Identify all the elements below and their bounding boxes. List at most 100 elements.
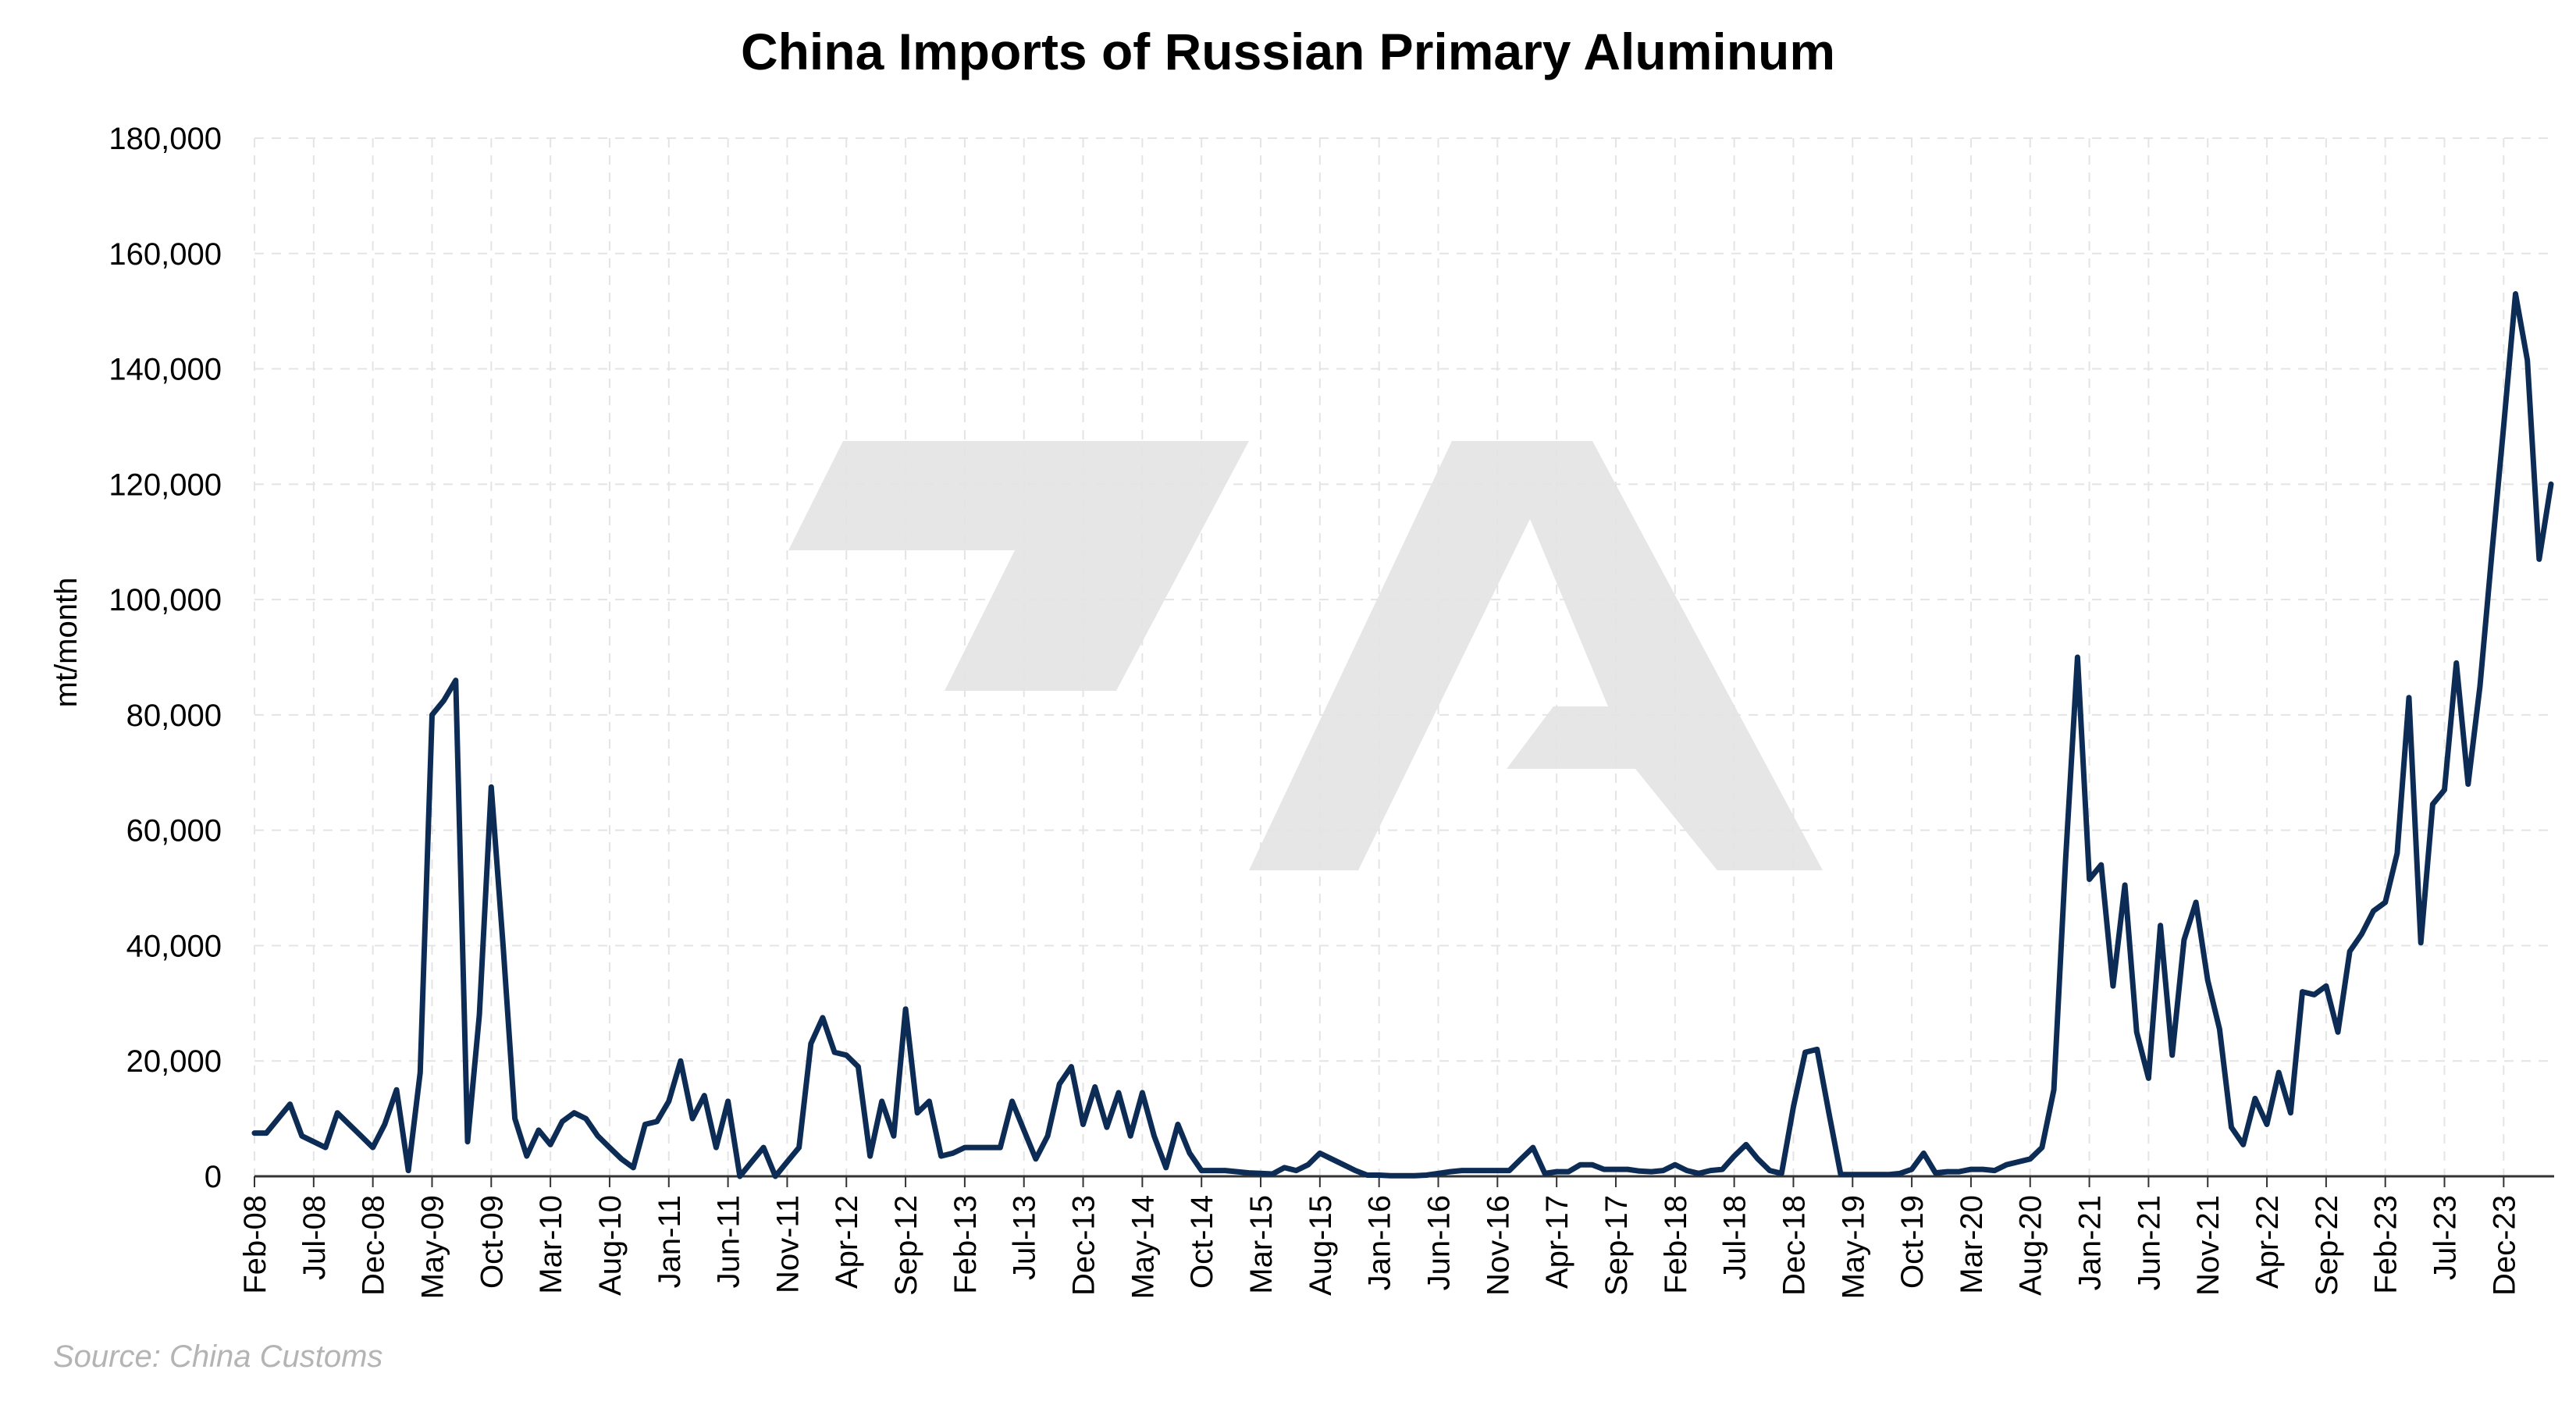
data-point — [2513, 291, 2518, 297]
data-point — [1933, 1170, 1938, 1176]
y-tick-labels: 0 20,000 40,000 60,000 80,000 100,000 120,000 1… — [109, 122, 222, 1194]
x-tick-label: Jul-23 — [2428, 1195, 2463, 1280]
x-tick-label: Sep-22 — [2310, 1195, 2344, 1296]
data-point — [2087, 877, 2092, 882]
data-point — [2027, 1156, 2033, 1162]
data-point — [1601, 1166, 1606, 1172]
x-tick-label: Feb-13 — [948, 1195, 983, 1294]
x-tick-label: Aug-15 — [1304, 1195, 1338, 1296]
data-point — [2548, 482, 2554, 487]
data-point — [1720, 1166, 1725, 1172]
data-point — [1542, 1171, 1548, 1176]
data-point — [867, 1153, 873, 1159]
data-point — [1187, 1151, 1193, 1156]
data-point — [1802, 1049, 1808, 1055]
data-point — [405, 1168, 411, 1173]
data-point — [2347, 948, 2353, 955]
data-point — [2205, 977, 2211, 984]
data-point — [1624, 1166, 1631, 1172]
data-point — [1140, 1090, 1145, 1096]
data-point — [1080, 1122, 1086, 1127]
x-tick-label: Sep-12 — [889, 1195, 923, 1296]
data-point — [2039, 1144, 2045, 1151]
data-point — [642, 1122, 648, 1127]
data-point — [986, 1144, 991, 1151]
x-tick-label: May-19 — [1836, 1195, 1870, 1299]
data-point — [2311, 992, 2317, 998]
data-point — [1258, 1171, 1264, 1176]
x-tick-label: Jun-16 — [1421, 1195, 1456, 1290]
x-tick-label: Aug-10 — [593, 1195, 628, 1296]
data-point — [1968, 1166, 1974, 1172]
data-point — [322, 1144, 329, 1151]
data-point — [1850, 1172, 1856, 1178]
x-tick-label: Jul-13 — [1008, 1195, 1042, 1280]
data-point — [2016, 1159, 2021, 1165]
data-point — [1033, 1156, 1039, 1162]
y-tick-label: 60,000 — [126, 814, 222, 848]
data-point — [1412, 1173, 1418, 1179]
data-point — [1388, 1173, 1394, 1179]
data-point — [347, 1122, 352, 1127]
y-tick-label: 80,000 — [126, 699, 222, 733]
data-point — [1838, 1172, 1844, 1178]
data-point — [1282, 1165, 1287, 1171]
data-point — [1553, 1168, 1560, 1175]
data-point — [489, 784, 494, 790]
data-point — [1826, 1110, 1832, 1115]
y-tick-label: 180,000 — [109, 122, 222, 156]
data-point — [1199, 1168, 1204, 1173]
x-tick-label: Aug-20 — [2014, 1195, 2048, 1296]
data-point — [902, 1006, 909, 1012]
data-point — [1400, 1173, 1406, 1179]
y-tick-label: 20,000 — [126, 1044, 222, 1079]
data-point — [1009, 1098, 1015, 1104]
data-point — [2276, 1069, 2282, 1076]
x-tick-label: Mar-15 — [1244, 1195, 1279, 1294]
data-point — [2489, 550, 2495, 557]
data-point — [666, 1098, 671, 1104]
data-point — [251, 1130, 258, 1136]
source-note: Source: China Customs — [53, 1339, 383, 1374]
data-point — [1293, 1168, 1299, 1173]
data-point — [1814, 1047, 1820, 1052]
data-point — [2146, 1076, 2151, 1081]
data-point — [631, 1165, 636, 1171]
data-point — [1115, 1090, 1122, 1096]
data-point — [1305, 1162, 1311, 1168]
data-point — [583, 1115, 589, 1122]
x-tick-label: Jan-11 — [653, 1195, 687, 1288]
data-point — [2371, 908, 2376, 914]
data-point — [2442, 787, 2447, 793]
data-point — [1566, 1168, 1571, 1175]
data-point — [429, 712, 435, 718]
data-point — [1672, 1162, 1678, 1168]
y-tick-label: 40,000 — [126, 929, 222, 963]
data-point — [453, 678, 458, 683]
data-point — [1578, 1162, 1583, 1168]
data-point — [476, 1012, 482, 1018]
data-point — [1791, 1104, 1796, 1110]
data-point — [2051, 1087, 2057, 1093]
data-point — [998, 1144, 1003, 1151]
data-point — [1613, 1166, 1619, 1172]
x-tick-label: Jan-16 — [1363, 1195, 1397, 1290]
x-tick-label: Feb-23 — [2369, 1195, 2403, 1294]
x-tick-label: Dec-08 — [357, 1195, 391, 1296]
data-point — [618, 1156, 624, 1162]
data-point — [1044, 1133, 1051, 1139]
data-point — [2453, 660, 2459, 666]
x-tick-label: Nov-21 — [2191, 1195, 2226, 1296]
data-point — [1364, 1172, 1370, 1178]
data-point — [607, 1144, 613, 1151]
data-point — [264, 1130, 269, 1136]
data-point — [2359, 931, 2364, 937]
data-point — [1211, 1168, 1216, 1173]
data-point — [1317, 1151, 1323, 1156]
data-point — [1873, 1172, 1879, 1178]
data-point — [512, 1115, 518, 1122]
data-point — [1921, 1151, 1927, 1156]
data-point — [335, 1110, 340, 1115]
data-point — [2158, 923, 2163, 928]
data-point — [1341, 1162, 1347, 1168]
